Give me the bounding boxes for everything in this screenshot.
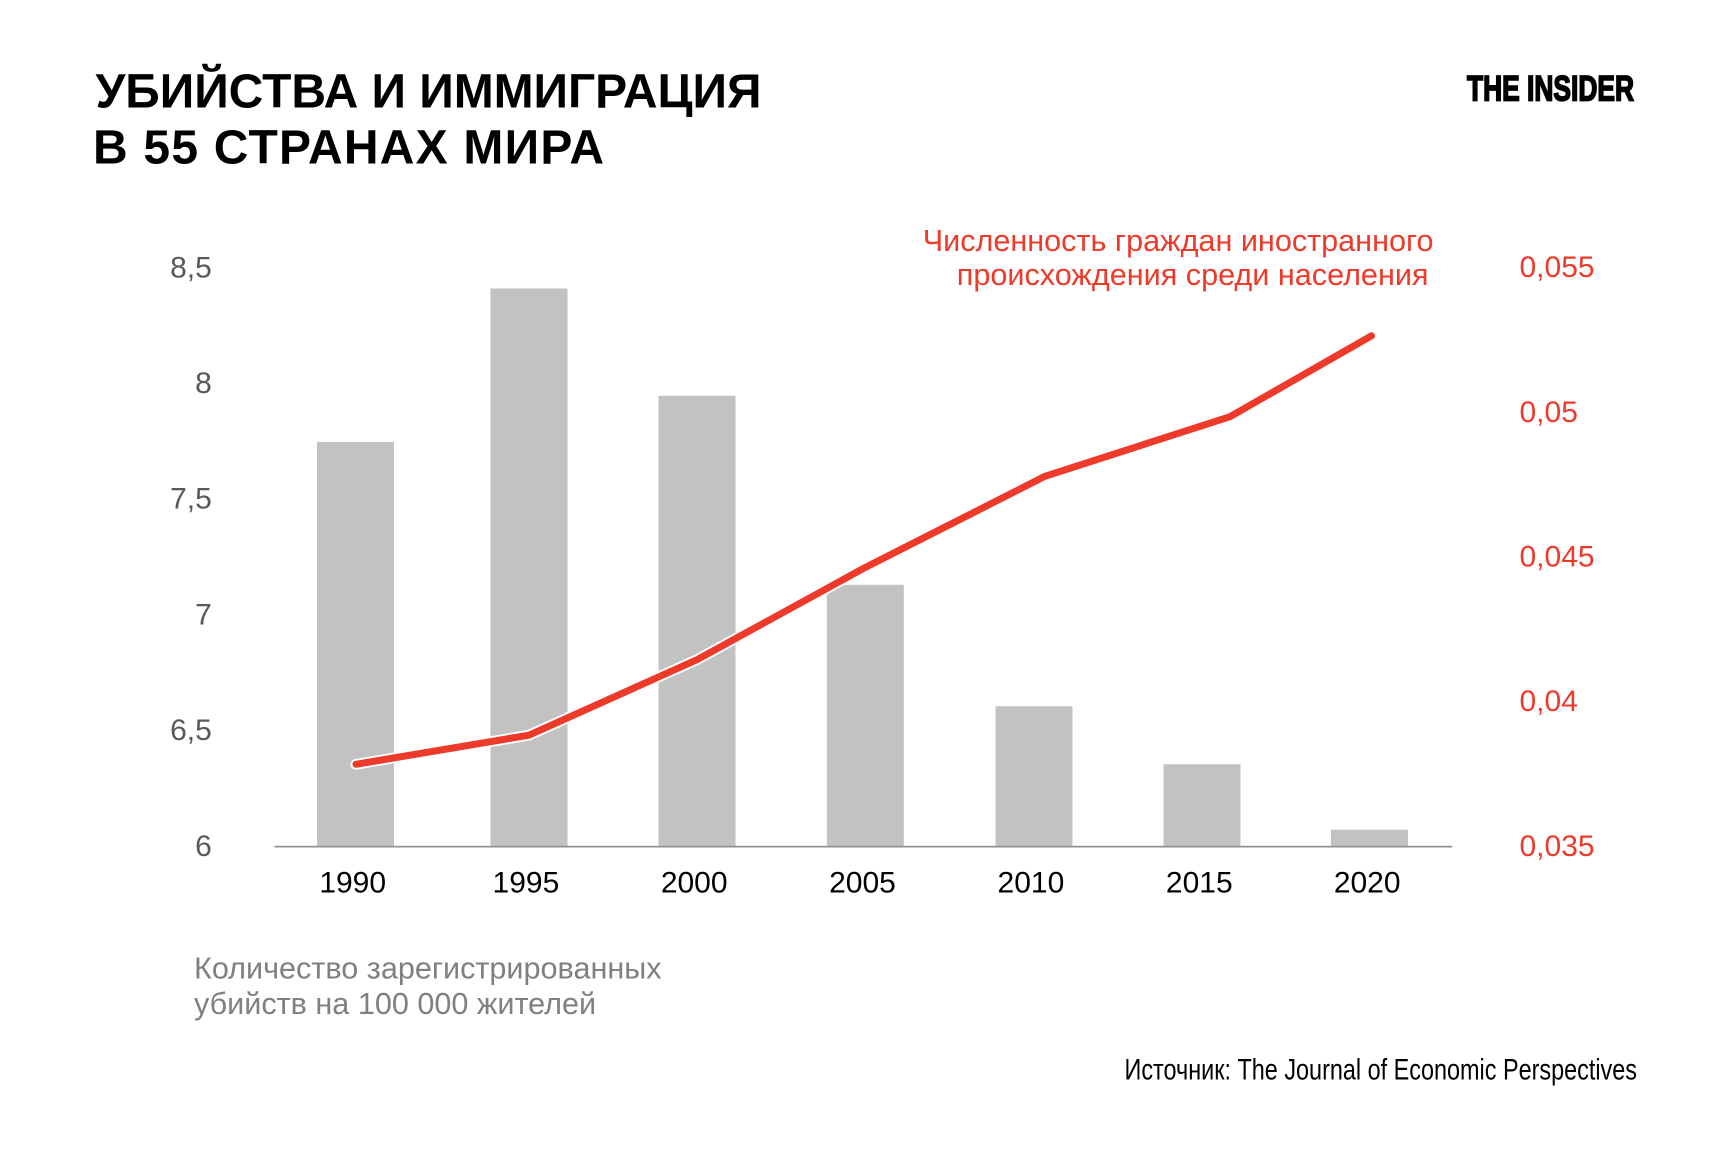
svg-text:Численность граждан иностранно: Численность граждан иностранного (923, 224, 1434, 258)
svg-text:0,04: 0,04 (1520, 685, 1578, 718)
svg-text:2005: 2005 (829, 866, 896, 899)
svg-text:THE INSIDER: THE INSIDER (1467, 69, 1634, 108)
svg-text:2020: 2020 (1334, 866, 1401, 899)
svg-text:0,045: 0,045 (1520, 541, 1595, 574)
svg-text:Источник: The Journal of Econo: Источник: The Journal of Economic Perspe… (1125, 1054, 1638, 1087)
svg-text:6,5: 6,5 (170, 714, 212, 747)
svg-text:7: 7 (195, 598, 212, 631)
svg-text:0,05: 0,05 (1520, 396, 1578, 429)
svg-text:6: 6 (195, 830, 212, 863)
svg-text:происхождения среди населения: происхождения среди населения (957, 258, 1429, 292)
svg-text:УБИЙСТВА И ИММИГРАЦИЯ: УБИЙСТВА И ИММИГРАЦИЯ (96, 64, 762, 119)
svg-text:Количество зарегистрированных: Количество зарегистрированных (194, 951, 662, 985)
svg-text:1990: 1990 (319, 866, 386, 899)
svg-text:2000: 2000 (661, 866, 728, 899)
svg-text:8: 8 (195, 367, 212, 400)
svg-text:В 55 СТРАНАХ МИРА: В 55 СТРАНАХ МИРА (93, 121, 604, 174)
svg-text:0,055: 0,055 (1520, 251, 1595, 284)
svg-text:2010: 2010 (998, 866, 1065, 899)
svg-text:7,5: 7,5 (170, 483, 212, 516)
svg-text:убийств на 100 000 жителей: убийств на 100 000 жителей (194, 987, 596, 1021)
svg-text:8,5: 8,5 (170, 251, 212, 284)
svg-text:1995: 1995 (493, 866, 560, 899)
svg-text:0,035: 0,035 (1520, 830, 1595, 863)
svg-text:2015: 2015 (1166, 866, 1233, 899)
